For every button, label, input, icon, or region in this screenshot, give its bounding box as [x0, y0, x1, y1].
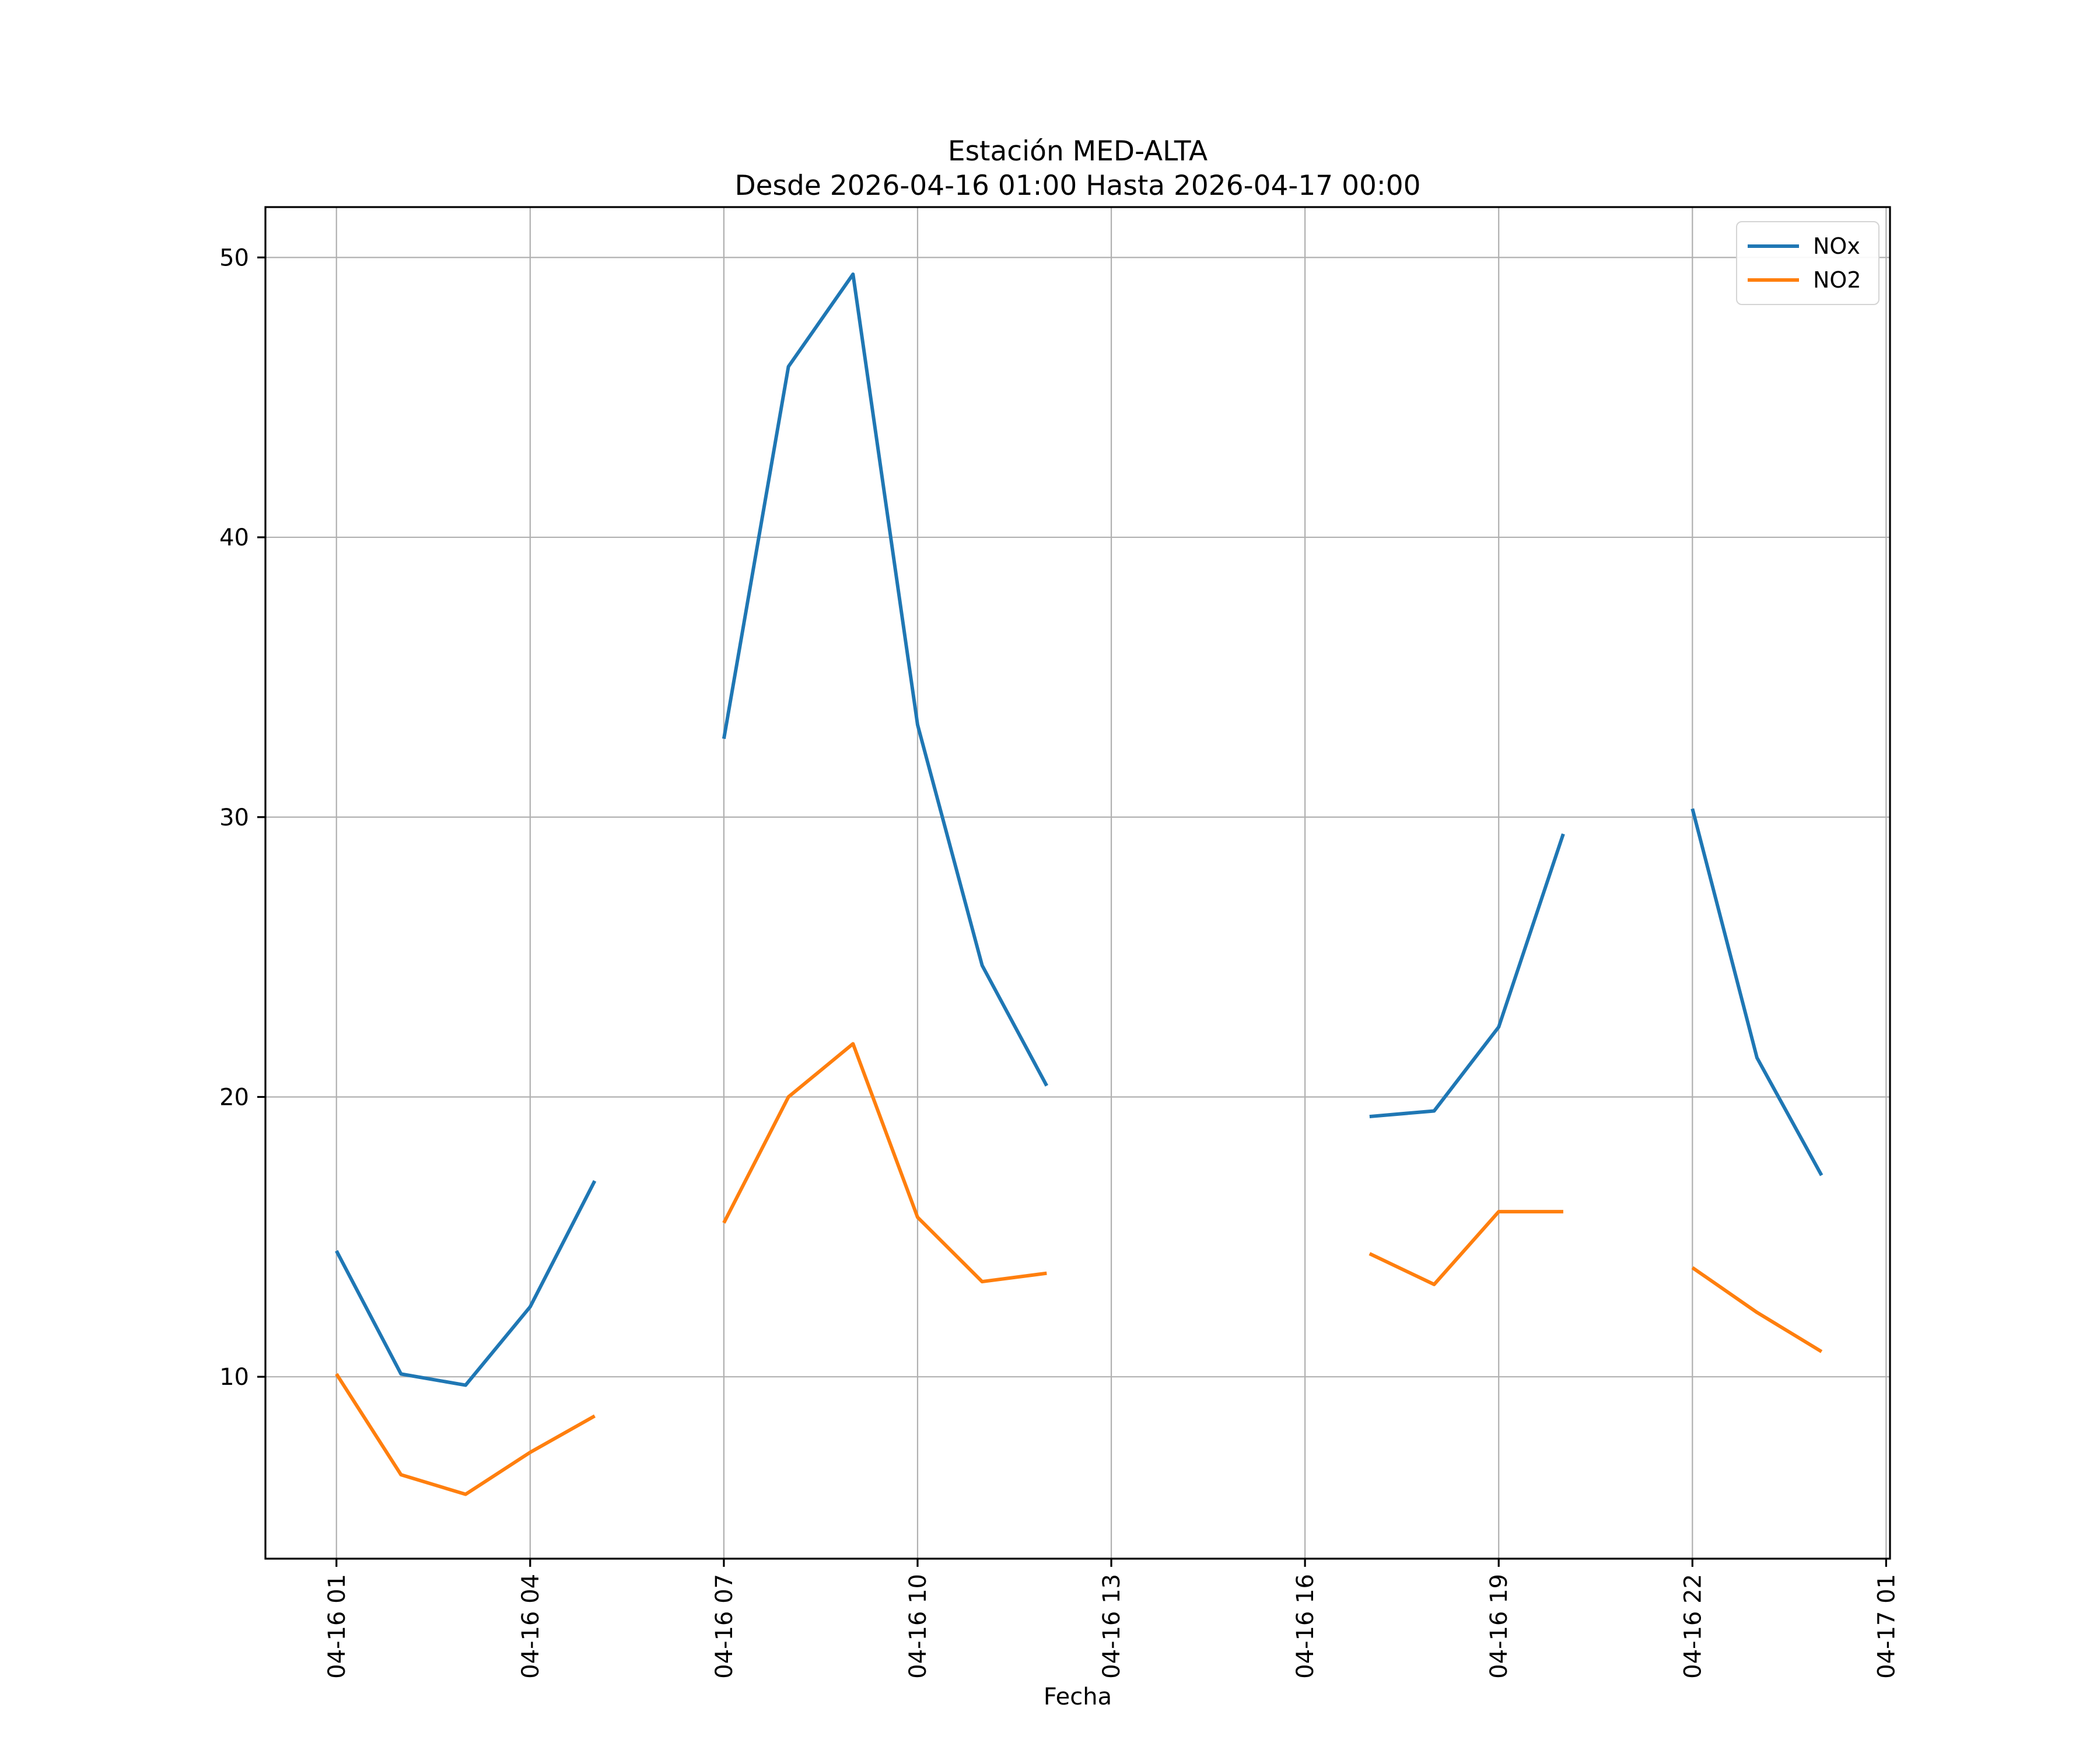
legend-item-nox: NOx	[1737, 229, 1878, 263]
x-tick-label: 04-16 13	[1098, 1574, 1125, 1679]
x-tick-label: 04-16 07	[711, 1574, 738, 1679]
legend-label-nox: NOx	[1813, 233, 1860, 259]
nox-line-swatch	[1748, 244, 1799, 248]
x-tick-label: 04-17 01	[1873, 1574, 1900, 1679]
x-tick-label: 04-16 01	[324, 1574, 351, 1679]
x-tick-label: 04-16 10	[905, 1574, 932, 1679]
y-tick-label: 50	[219, 244, 249, 271]
x-tick-label: 04-16 22	[1679, 1574, 1706, 1679]
x-axis-label: Fecha	[1043, 1684, 1112, 1710]
x-tick-label: 04-16 16	[1292, 1574, 1319, 1679]
series-line-nox	[1369, 833, 1565, 1119]
legend-item-no2: NO2	[1737, 263, 1878, 297]
series-line-nox	[722, 272, 1049, 1087]
series-line-nox	[1690, 808, 1824, 1177]
no2-line-swatch	[1748, 278, 1799, 282]
chart-subtitle: Desde 2026-04-16 01:00 Hasta 2026-04-17 …	[734, 170, 1421, 202]
x-tick-label: 04-16 19	[1486, 1574, 1513, 1679]
chart-title-block: Estación MED-ALTA Desde 2026-04-16 01:00…	[265, 134, 1890, 203]
legend-label-no2: NO2	[1813, 267, 1861, 293]
y-tick-label: 40	[219, 524, 249, 551]
y-tick-label: 10	[219, 1364, 249, 1391]
axes-frame	[264, 206, 1891, 1560]
series-line-no2	[1691, 1266, 1823, 1353]
y-tick-label: 30	[219, 804, 249, 831]
series-line-no2	[335, 1373, 596, 1496]
legend[interactable]: NOx NO2	[1736, 221, 1880, 305]
series-line-no2	[722, 1042, 1047, 1284]
x-tick-label: 04-16 04	[517, 1574, 544, 1679]
y-tick-label: 20	[219, 1084, 249, 1111]
chart-title: Estación MED-ALTA	[947, 135, 1208, 167]
series-line-no2	[1368, 1210, 1563, 1286]
series-line-nox	[335, 1180, 597, 1387]
